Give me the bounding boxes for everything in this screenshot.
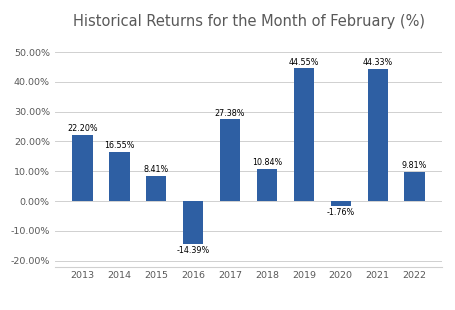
Text: -14.39%: -14.39% [176,246,209,255]
Bar [367,69,387,201]
Text: 44.33%: 44.33% [362,58,392,67]
Text: 27.38%: 27.38% [214,109,245,118]
Text: 10.84%: 10.84% [251,158,282,167]
Text: 9.81%: 9.81% [401,161,426,170]
Bar [72,135,92,201]
Bar [256,169,277,201]
Text: 16.55%: 16.55% [104,141,134,150]
Title: Historical Returns for the Month of February (%): Historical Returns for the Month of Febr… [72,14,424,29]
Bar [146,176,166,201]
Text: -1.76%: -1.76% [326,208,354,217]
Bar [109,152,129,201]
Bar [219,119,240,201]
Bar [182,201,203,244]
Text: 8.41%: 8.41% [143,165,168,174]
Bar [330,201,350,206]
Bar [404,172,424,201]
Text: 22.20%: 22.20% [67,124,97,133]
Text: 44.55%: 44.55% [288,58,318,67]
Bar [293,68,313,201]
